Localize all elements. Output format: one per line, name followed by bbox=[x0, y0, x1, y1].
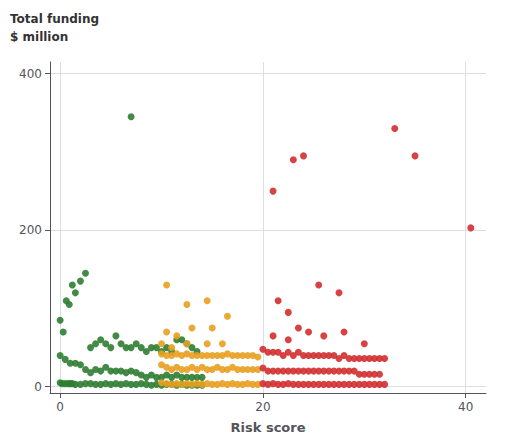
svg-text:400: 400 bbox=[19, 67, 42, 81]
svg-text:20: 20 bbox=[255, 400, 270, 414]
svg-text:Risk score: Risk score bbox=[231, 420, 306, 435]
svg-text:0: 0 bbox=[56, 400, 64, 414]
svg-text:0: 0 bbox=[34, 380, 42, 394]
svg-text:Total funding: Total funding bbox=[10, 12, 99, 26]
svg-text:40: 40 bbox=[458, 400, 473, 414]
svg-text:$ million: $ million bbox=[10, 30, 68, 44]
svg-text:200: 200 bbox=[19, 223, 42, 237]
